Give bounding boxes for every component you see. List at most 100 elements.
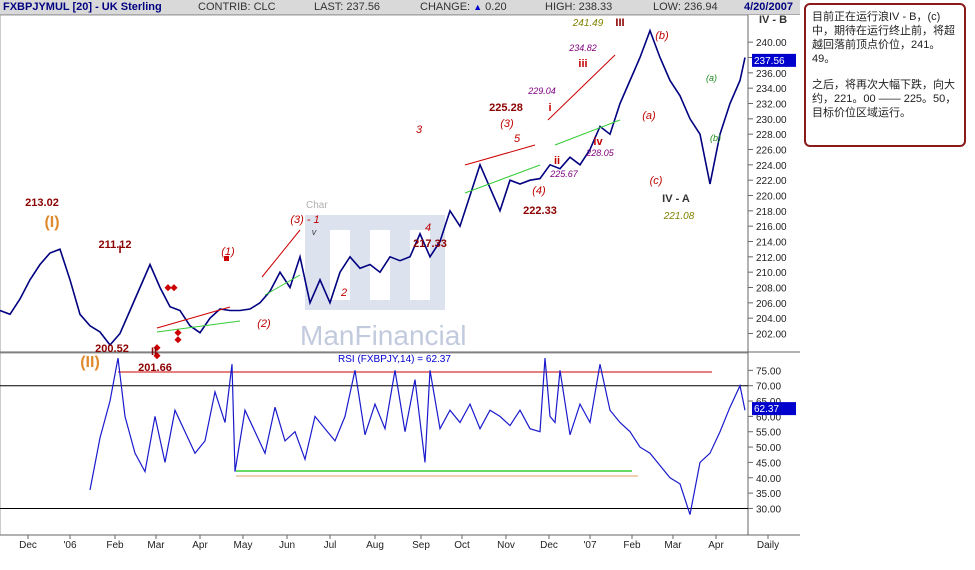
svg-text:62.37: 62.37 <box>754 404 779 415</box>
trend-green-4 <box>554 119 621 146</box>
price-y-tick-label: 222.00 <box>756 176 787 187</box>
wave-label-minor-2: 2 <box>340 287 347 299</box>
analysis-note: 目前正在运行浪IV - B，(c)中，期待在运行终止前，将超越回落前顶点价位，2… <box>804 3 966 147</box>
x-tick-label: Dec <box>19 540 37 551</box>
wave-value-225: 225.28 <box>489 102 523 114</box>
wave-value-201: 201.66 <box>138 362 172 374</box>
wave-value-228: 228.05 <box>585 148 615 158</box>
x-tick-label: Jul <box>324 540 337 551</box>
chart-header: FXBPJYMUL [20] - UK Sterling CONTRIB: CL… <box>0 0 800 15</box>
change-group: CHANGE: ▲ 0.20 <box>420 1 507 13</box>
watermark-text: ManFinancial <box>300 320 467 351</box>
wave-label-a-red: (a) <box>642 110 656 122</box>
wave-label-iv: iv <box>593 136 603 148</box>
rsi-panel <box>0 352 749 536</box>
wave-value-225-67: 225.67 <box>549 169 579 179</box>
price-y-tick-label: 206.00 <box>756 299 787 310</box>
trend-red-1 <box>156 306 231 329</box>
rsi-y-tick-label: 70.00 <box>756 382 781 393</box>
price-y-tick-label: 234.00 <box>756 84 787 95</box>
last-price: LAST: 237.56 <box>314 1 381 13</box>
wave-label-iii: iii <box>578 58 587 70</box>
wave-label-i: i <box>548 102 551 114</box>
rsi-line <box>89 357 746 515</box>
x-tick-label: '06 <box>63 540 76 551</box>
wave-value-221: 221.08 <box>663 211 695 222</box>
wave-label-III: III <box>615 17 624 29</box>
x-ticks: Dec '06 Feb Mar Apr May Jun Jul Aug Sep Oct Nov Dec '… <box>19 535 779 551</box>
wave-value-211: 211.12 <box>98 239 131 251</box>
x-tick-label: Aug <box>366 540 384 551</box>
trend-red-3 <box>464 144 536 166</box>
x-tick-label: Feb <box>106 540 124 551</box>
price-line <box>0 28 746 347</box>
x-tick-label: Mar <box>147 540 165 551</box>
price-and-rsi-chart: ManFinancial Char 202.00 204.00 206.00 208.… <box>0 15 800 551</box>
price-y-tick-label: 214.00 <box>756 238 787 249</box>
wave-label-3-1: (3) - 1 <box>290 214 319 226</box>
wave-label-b-red: (b) <box>655 30 669 42</box>
rsi-y-tick-label: 50.00 <box>756 443 781 454</box>
wave-label-2: (2) <box>257 318 271 330</box>
price-y-tick-label: 220.00 <box>756 192 787 203</box>
wave-value-222: 222.33 <box>523 205 557 217</box>
x-tick-label: Apr <box>708 540 724 551</box>
wave-label-minor-4: 4 <box>425 222 431 234</box>
trend-red-4 <box>547 54 616 121</box>
wave-label-5: 5 <box>514 133 521 145</box>
price-y-tick-label: 202.00 <box>756 330 787 341</box>
up-triangle-icon: ▲ <box>473 2 483 12</box>
watermark-faint-text: Char <box>306 200 328 211</box>
price-y-tick-label: 224.00 <box>756 161 787 172</box>
price-y-tick-label: 228.00 <box>756 130 787 141</box>
price-y-ticks: 202.00 204.00 206.00 208.00 210.00 212.00 214.… <box>748 38 787 341</box>
x-tick-label: Jun <box>279 540 295 551</box>
wave-label-I-major: (I) <box>44 214 59 231</box>
rsi-y-tick-label: 30.00 <box>756 504 781 515</box>
price-y-tick-label: 216.00 <box>756 222 787 233</box>
wave-label-1: (1) <box>221 246 235 258</box>
wave-label-II: II <box>151 346 157 358</box>
x-tick-label: Apr <box>192 540 208 551</box>
wave-label-4-paren: (4) <box>532 185 546 197</box>
svg-text:237.56: 237.56 <box>754 56 785 67</box>
rsi-title: RSI (FXBPJY,14) = 62.37 <box>338 354 451 365</box>
rsi-y-ticks: 30.0035.0040.0045.0050.0055.0060.0065.00… <box>748 366 781 515</box>
price-y-tick-label: 208.00 <box>756 284 787 295</box>
wave-value-200: 200.52 <box>95 343 129 355</box>
note-paragraph-2: 之后，将再次大幅下跌，向大约，221。00 —— 225。50，目标价位区域运行… <box>812 79 957 119</box>
wave-label-ii: ii <box>554 155 560 167</box>
wave-label-v: v <box>312 227 317 237</box>
rsi-y-tick-label: 35.00 <box>756 489 781 500</box>
wave-label-II-major: (II) <box>80 354 100 371</box>
wave-label-minor-3: 3 <box>416 124 423 136</box>
high-price: HIGH: 238.33 <box>545 1 613 13</box>
price-y-tick-label: 232.00 <box>756 100 787 111</box>
wave-label-IV-B: IV - B <box>759 15 787 26</box>
price-last-badge: 237.56 <box>752 53 796 67</box>
price-y-tick-label: 230.00 <box>756 115 787 126</box>
x-tick-label: Sep <box>412 540 430 551</box>
change-value: 0.20 <box>485 1 507 13</box>
price-y-tick-label: 210.00 <box>756 268 787 279</box>
trend-green-3 <box>464 164 541 194</box>
signal-markers <box>153 256 229 360</box>
price-y-tick-label: 226.00 <box>756 146 787 157</box>
x-tick-label: May <box>234 540 253 551</box>
trend-green-1 <box>156 320 241 333</box>
chart-date: 4/20/2007 <box>744 1 793 13</box>
x-tick-label: '07 <box>583 540 596 551</box>
wave-value-213: 213.02 <box>25 197 59 209</box>
price-y-tick-label: 236.00 <box>756 69 787 80</box>
change-label: CHANGE: <box>420 1 471 13</box>
wave-value-229: 229.04 <box>527 86 556 96</box>
low-price: LOW: 236.94 <box>653 1 718 13</box>
trend-green-2 <box>264 274 301 296</box>
rsi-y-tick-label: 60.00 <box>756 412 781 423</box>
wave-label-b-green: (b) <box>710 133 721 143</box>
wave-label-c-red: (c) <box>650 175 663 187</box>
x-tick-label: Oct <box>454 540 470 551</box>
x-tick-label: Mar <box>664 540 682 551</box>
wave-label-a-green: (a) <box>706 73 717 83</box>
watermark-logo <box>305 215 445 310</box>
